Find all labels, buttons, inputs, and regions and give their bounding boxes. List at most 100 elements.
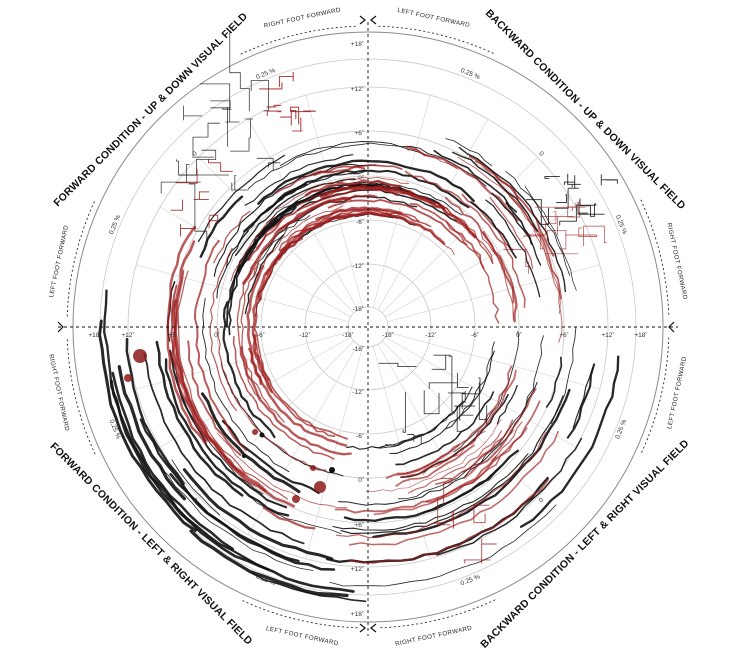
fixation-point: [292, 495, 300, 503]
gaze-trace: [564, 175, 578, 188]
foot-forward-label: LEFT FOOT FORWARD: [48, 224, 70, 298]
gaze-trace: [449, 356, 452, 411]
axis-arrow: [371, 16, 376, 24]
gaze-trace: [385, 414, 449, 445]
vertical-tick-label: -12˚: [352, 262, 364, 270]
horizontal-tick-label: +6˚: [559, 331, 569, 339]
vertical-tick-label: +6˚: [354, 129, 364, 137]
fixation-point: [310, 465, 316, 471]
foot-forward-label: RIGHT FOOT FORWARD: [395, 625, 473, 648]
gaze-trace: [189, 184, 207, 246]
horizontal-tick-label: -6˚: [257, 331, 265, 339]
vertical-tick-label: 0˚: [358, 174, 364, 182]
gaze-trace: [464, 560, 491, 563]
foot-forward-label: LEFT FOOT FORWARD: [265, 625, 339, 647]
gaze-trace: [329, 200, 467, 245]
gaze-trace: [194, 192, 209, 200]
fixation-point: [314, 481, 326, 493]
horizontal-tick-label: 0˚: [516, 331, 522, 339]
gaze-trace: [171, 200, 182, 211]
ring-scale-label: 0.25 %: [614, 418, 628, 440]
vertical-tick-label: -18˚: [352, 305, 364, 313]
gaze-trace: [494, 177, 561, 299]
gaze-trace: [260, 83, 282, 89]
fixation-point: [124, 374, 132, 382]
gaze-traces: [100, 33, 619, 602]
gaze-trace: [234, 337, 334, 459]
gaze-trace: [578, 202, 604, 215]
horizontal-tick-label: +12˚: [601, 331, 614, 339]
fixation-point: [133, 349, 147, 363]
vertical-tick-label: 0˚: [358, 476, 364, 484]
foot-forward-label: RIGHT FOOT FORWARD: [665, 222, 688, 300]
vertical-tick-label: +12˚: [351, 85, 364, 93]
foot-forward-label: LEFT FOOT FORWARD: [666, 356, 688, 430]
gaze-trace: [521, 357, 618, 527]
fixation-point: [252, 429, 258, 435]
horizontal-tick-label: +18˚: [634, 331, 647, 339]
horizontal-tick-label: -12˚: [299, 331, 311, 339]
grid-spoke: [387, 265, 600, 322]
vertical-tick-label: +12˚: [351, 565, 364, 573]
vertical-tick-label: +6˚: [354, 521, 364, 529]
gaze-trace: [601, 174, 617, 185]
horizontal-tick-label: -18˚: [382, 331, 394, 339]
gaze-trace: [251, 81, 268, 111]
fixation-point: [329, 467, 335, 473]
horizontal-tick-label: -18˚: [342, 331, 354, 339]
ring-scale-label: 0: [537, 150, 545, 158]
gaze-trace: [293, 118, 303, 131]
vertical-tick-label: -6˚: [356, 432, 364, 440]
gaze-trace: [184, 106, 202, 120]
gaze-trace: [379, 363, 416, 366]
foot-forward-label: LEFT FOOT FORWARD: [397, 7, 471, 29]
gaze-trace: [254, 334, 335, 436]
gaze-trace: [210, 249, 236, 411]
vertical-tick-label: +18˚: [351, 40, 364, 48]
gaze-trace: [211, 101, 232, 109]
horizontal-tick-label: -12˚: [425, 331, 437, 339]
horizontal-tick-label: +12˚: [121, 331, 134, 339]
foot-forward-label: RIGHT FOOT FORWARD: [47, 354, 70, 432]
gaze-trace: [446, 198, 514, 303]
grid-spoke: [378, 119, 488, 310]
gaze-trace: [172, 460, 220, 515]
gaze-trace: [565, 228, 597, 237]
ring-scale-label: 0: [191, 150, 199, 158]
ring-scale-label: 0.25 %: [460, 573, 482, 587]
quadrant-titles: FORWARD CONDITION - UP & DOWN VISUAL FIE…: [47, 7, 691, 649]
gaze-trace: [424, 390, 439, 414]
foot-forward-label: RIGHT FOOT FORWARD: [263, 6, 341, 29]
axis-arrow: [360, 624, 365, 632]
gaze-trace: [545, 177, 560, 179]
gaze-trace: [403, 371, 516, 478]
horizontal-tick-label: -6˚: [471, 331, 479, 339]
gaze-trace: [209, 159, 233, 171]
gaze-trace: [330, 505, 556, 586]
gaze-trace: [403, 392, 405, 432]
gaze-trace: [556, 195, 566, 203]
gaze-trace: [200, 84, 239, 122]
fixation-point: [260, 433, 265, 438]
vertical-tick-label: +18˚: [351, 610, 364, 618]
gaze-trace: [432, 355, 451, 369]
horizontal-tick-label: 0˚: [214, 331, 220, 339]
horizontal-tick-label: +18˚: [88, 331, 101, 339]
grid-spoke: [373, 346, 430, 559]
fixation-point: [242, 454, 246, 458]
vertical-tick-label: -12˚: [352, 388, 364, 396]
axis-arrow: [360, 16, 365, 24]
gaze-trace: [447, 222, 499, 323]
gaze-trace: [580, 199, 596, 217]
vertical-tick-label: -18˚: [352, 345, 364, 353]
gaze-trace: [231, 119, 254, 151]
vertical-tick-label: -6˚: [356, 218, 364, 226]
gaze-trace: [230, 33, 250, 111]
horizontal-tick-label: +6˚: [167, 331, 177, 339]
axis-arrow: [371, 624, 376, 632]
gaze-trace: [280, 111, 295, 126]
gaze-trace: [267, 111, 281, 115]
ring-scale-label: 0: [538, 496, 546, 504]
